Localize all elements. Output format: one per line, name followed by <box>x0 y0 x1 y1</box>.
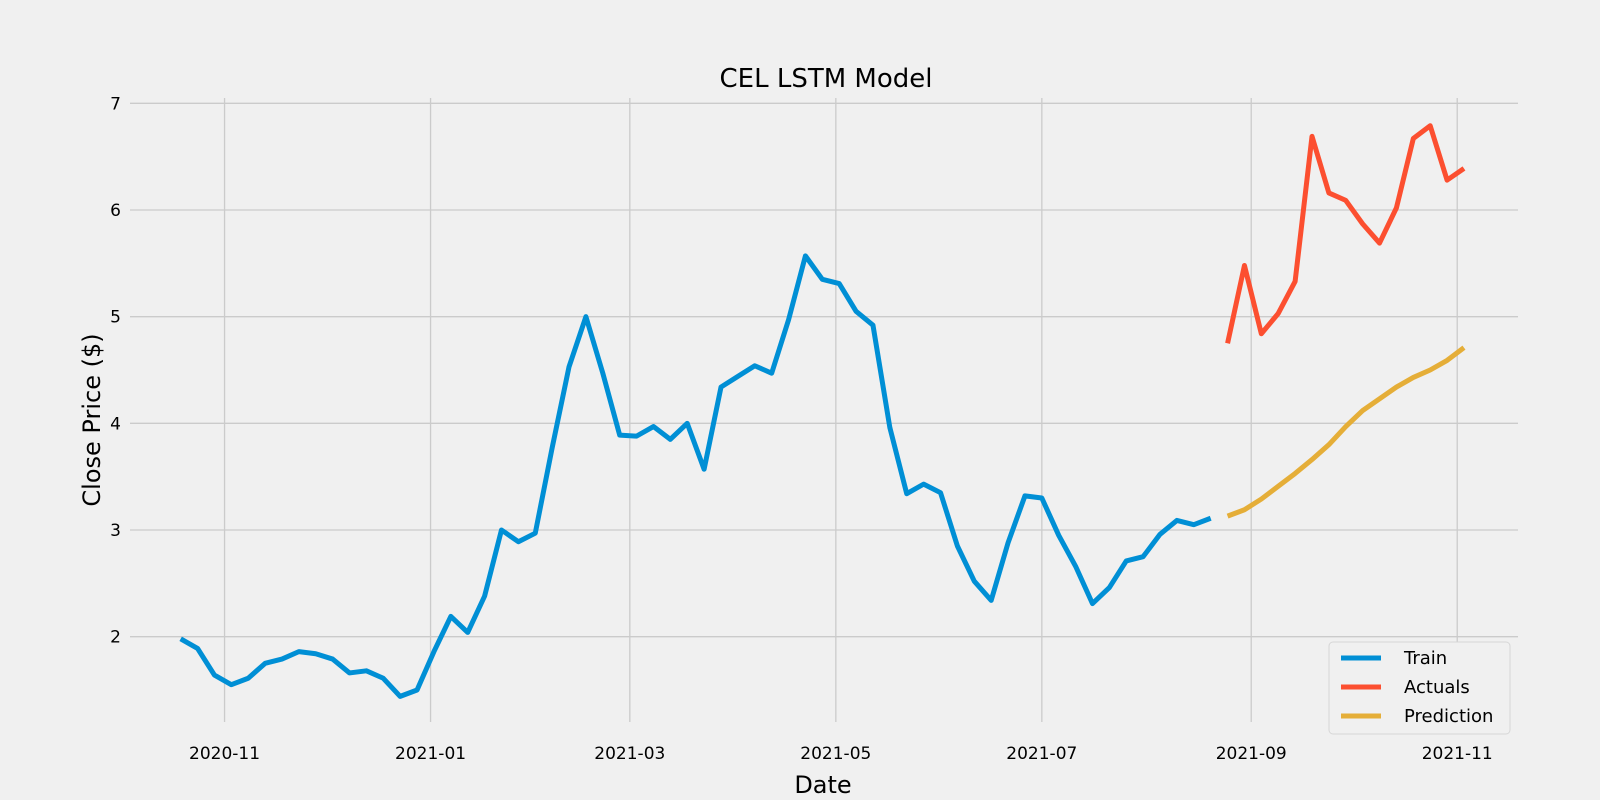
y-tick-label: 5 <box>110 308 121 328</box>
y-axis-label: Close Price ($) <box>78 333 106 506</box>
series-line-train <box>179 253 1212 699</box>
x-tick-label: 2021-05 <box>800 744 871 764</box>
x-tick-label: 2021-01 <box>395 744 466 764</box>
legend-box <box>1328 641 1511 735</box>
legend: Train Actuals Prediction <box>1328 641 1511 735</box>
x-tick-label: 2021-03 <box>594 744 665 764</box>
y-tick-label: 7 <box>110 94 121 114</box>
tick-labels: 2 3 4 5 6 7 2020-11 2021-01 2021-03 2021-05 2021-0… <box>110 94 1493 764</box>
y-tick-label: 4 <box>110 414 121 434</box>
legend-label-train: Train <box>1403 648 1447 669</box>
x-tick-label: 2021-07 <box>1006 744 1077 764</box>
grid <box>130 98 1518 722</box>
x-tick-label: 2020-11 <box>189 744 260 764</box>
chart-title: CEL LSTM Model <box>720 64 933 94</box>
series-lines <box>179 123 1466 699</box>
x-tick-label: 2021-09 <box>1216 744 1287 764</box>
y-tick-label: 2 <box>110 628 121 648</box>
y-tick-label: 6 <box>110 201 121 221</box>
legend-label-prediction: Prediction <box>1404 706 1493 727</box>
x-tick-label: 2021-11 <box>1422 744 1493 764</box>
series-line-actuals <box>1225 123 1466 344</box>
y-tick-label: 3 <box>110 521 121 541</box>
x-axis-label: Date <box>794 771 851 799</box>
series-line-prediction <box>1226 345 1466 519</box>
legend-label-actuals: Actuals <box>1404 677 1470 698</box>
